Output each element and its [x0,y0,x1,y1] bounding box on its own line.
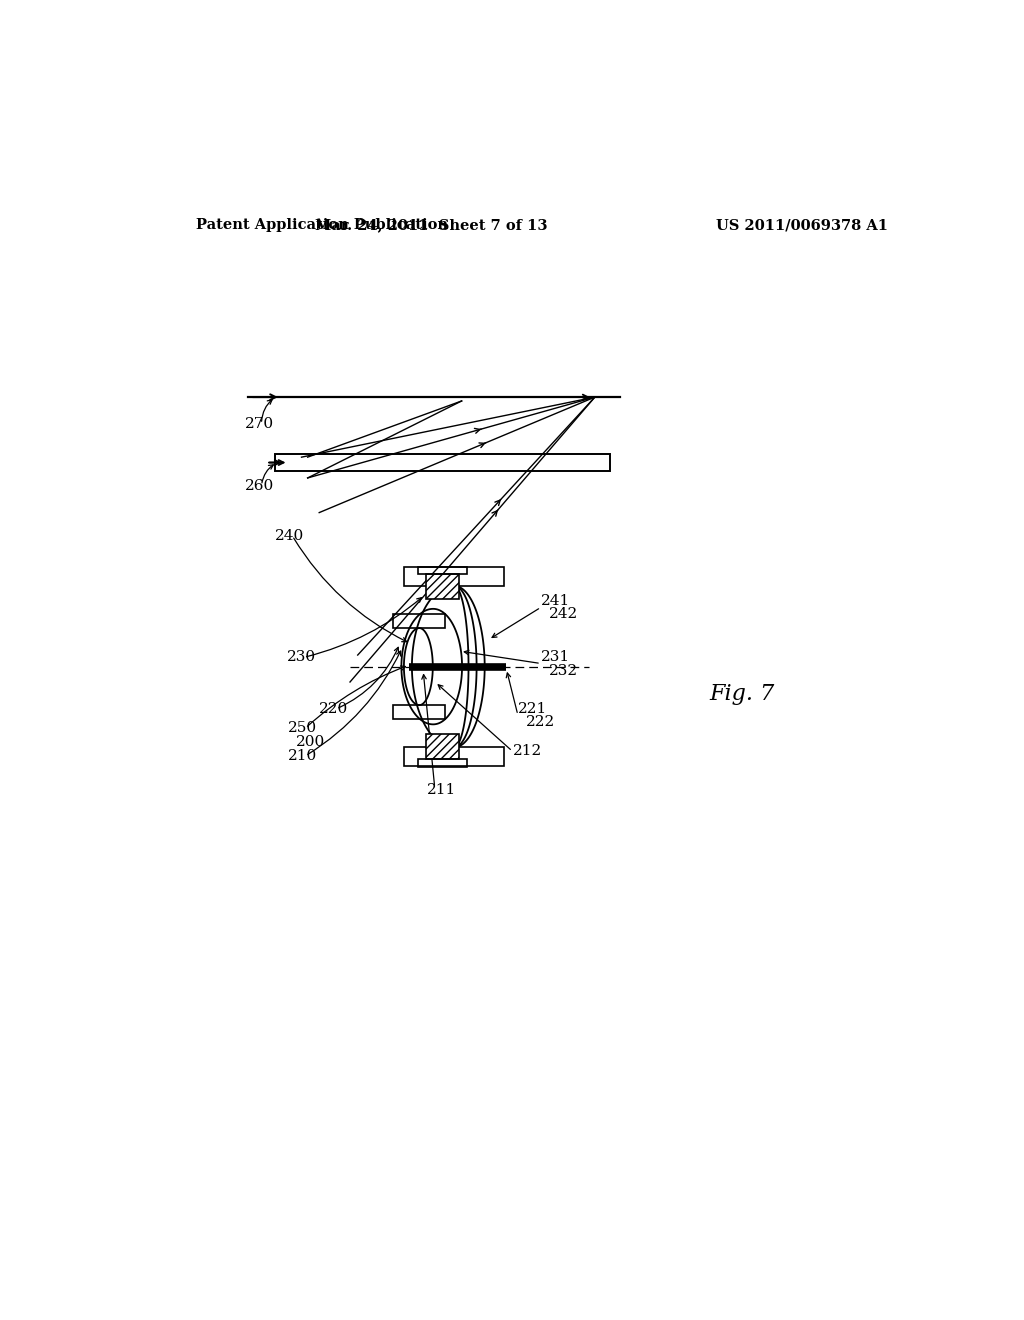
Bar [403,568,504,586]
Text: 242: 242 [549,607,578,622]
Text: 241: 241 [541,594,570,609]
Bar [426,734,459,759]
Bar [426,574,459,599]
Text: 221: 221 [518,702,547,715]
Text: 212: 212 [512,744,542,758]
Text: 250: 250 [289,721,317,735]
Text: 200: 200 [296,735,326,748]
Bar [275,454,610,471]
Text: 220: 220 [319,702,348,715]
Bar [418,566,467,574]
Text: 210: 210 [289,748,317,763]
Text: 260: 260 [245,479,273,492]
Bar [393,614,445,628]
Text: Patent Application Publication: Patent Application Publication [196,218,449,232]
Text: 222: 222 [525,715,555,729]
Text: 270: 270 [245,417,273,432]
Bar [418,759,467,767]
Text: 211: 211 [427,783,457,797]
Text: Fig. 7: Fig. 7 [710,682,775,705]
Bar [403,747,504,766]
Text: Mar. 24, 2011  Sheet 7 of 13: Mar. 24, 2011 Sheet 7 of 13 [314,218,547,232]
Text: 230: 230 [287,651,316,664]
Text: 240: 240 [275,529,304,543]
Text: 231: 231 [541,651,570,664]
Bar [393,705,445,719]
Text: 232: 232 [549,664,578,678]
Text: US 2011/0069378 A1: US 2011/0069378 A1 [716,218,888,232]
